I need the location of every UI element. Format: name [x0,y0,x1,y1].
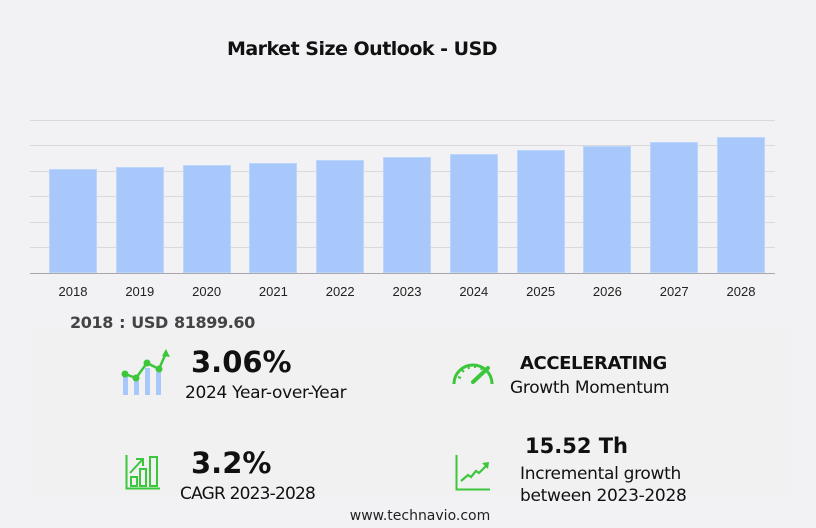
x-axis-label: 2021 [258,284,288,299]
x-axis-label: 2028 [726,284,756,299]
momentum-label: Growth Momentum [510,378,670,398]
yoy-label: 2024 Year-over-Year [185,383,347,403]
chart-title: Market Size Outlook - USD [226,38,498,60]
stats-panel [32,330,790,495]
incremental-value: 15.52 Th [525,434,629,458]
bar-line-growth-icon [121,349,170,395]
x-axis-label: 2027 [659,284,689,299]
cagr-value: 3.2% [191,446,272,480]
yoy-value: 3.06% [191,345,292,379]
bar-2024 [449,153,498,273]
trend-line-icon [455,455,490,491]
x-axis-label: 2018 [58,284,88,299]
bar-2027 [650,141,699,273]
bar-2020 [182,164,231,273]
gridline [30,145,775,146]
base-year-value: 2018 : USD 81899.60 [70,313,255,332]
bar-chart-arrow-icon [125,455,160,490]
x-axis-label: 2023 [392,284,422,299]
bar-2021 [249,162,298,273]
bar-2028 [717,137,765,273]
x-axis-label: 2019 [125,284,155,299]
cagr-label: CAGR 2023-2028 [180,484,316,504]
x-axis-label: 2025 [526,284,556,299]
bar-2023 [383,157,431,273]
bar-2019 [115,166,164,273]
incremental-label-line2: between 2023-2028 [520,486,687,506]
bar-2018 [49,168,97,273]
source-link[interactable]: www.technavio.com [349,508,491,524]
x-axis-baseline [30,273,775,274]
bar-2025 [516,149,565,273]
bar-2026 [583,145,632,273]
x-axis-label: 2024 [459,284,489,299]
x-axis-label: 2022 [325,284,355,299]
incremental-label-line1: Incremental growth [520,464,681,484]
speedometer-icon [452,363,494,385]
momentum-value: ACCELERATING [520,353,667,374]
bar-2022 [316,160,365,273]
gridline [30,120,775,121]
bar-chart: 2018 2019 2020 2021 2022 2023 2024 2025 2026 2027… [30,120,775,299]
x-axis-label: 2026 [592,284,622,299]
x-axis-label: 2020 [192,284,222,299]
